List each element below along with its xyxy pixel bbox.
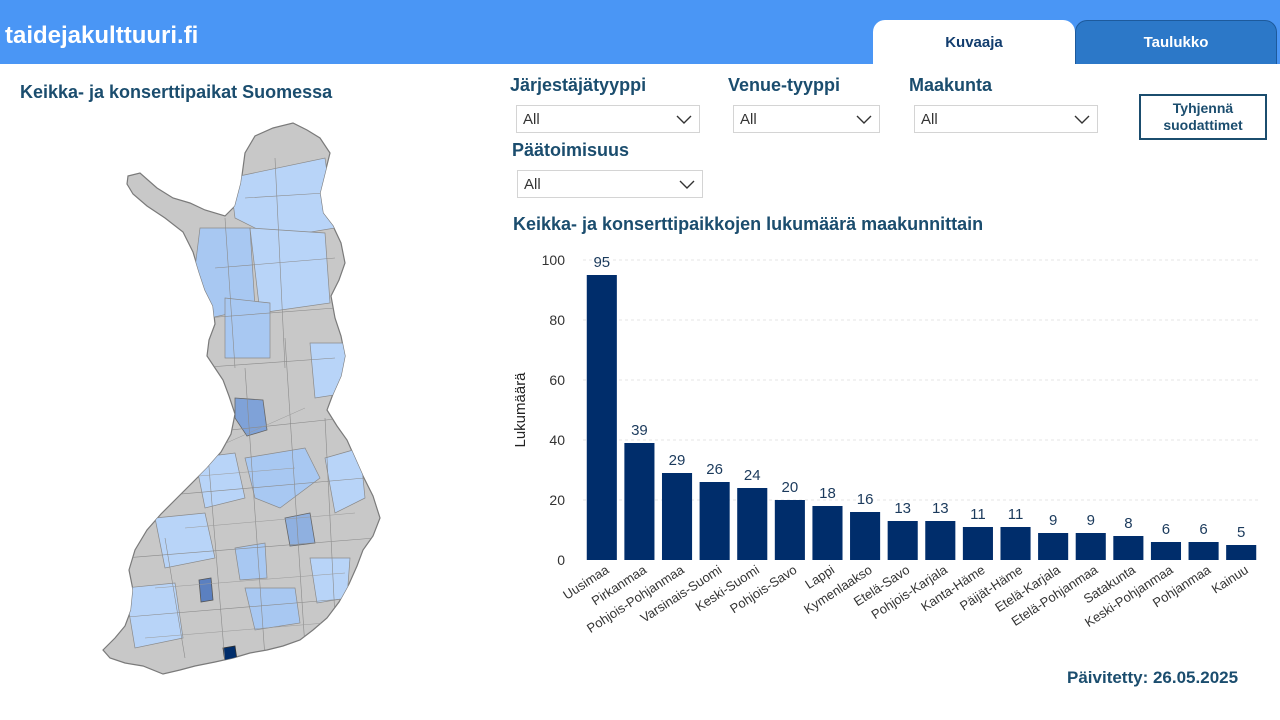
bar-value-label: 29 bbox=[669, 452, 686, 469]
y-tick-label: 0 bbox=[557, 552, 565, 568]
bar bbox=[925, 521, 956, 560]
bar-value-label: 26 bbox=[706, 461, 723, 478]
bar-value-label: 95 bbox=[593, 254, 610, 271]
bar-value-label: 11 bbox=[1008, 506, 1024, 523]
bar-value-label: 8 bbox=[1124, 515, 1132, 532]
venue-type-label: Venue-tyyppi bbox=[728, 75, 841, 95]
bar bbox=[774, 500, 805, 560]
tab-taulukko[interactable]: Taulukko bbox=[1075, 20, 1277, 64]
bar-value-label: 18 bbox=[819, 485, 836, 502]
venue-type-value: All bbox=[740, 111, 757, 128]
chevron-down-icon bbox=[856, 115, 872, 124]
region-value: All bbox=[921, 111, 938, 128]
bar bbox=[699, 482, 730, 560]
bar-value-label: 13 bbox=[932, 500, 949, 517]
bar bbox=[887, 521, 918, 560]
y-tick-label: 40 bbox=[549, 432, 565, 448]
bar-value-label: 13 bbox=[894, 500, 911, 517]
bar bbox=[661, 473, 693, 560]
x-tick-label: Kainuu bbox=[1209, 562, 1251, 597]
bar-value-label: 5 bbox=[1237, 524, 1245, 541]
bar bbox=[1188, 542, 1219, 560]
region-label: Maakunta bbox=[909, 75, 993, 95]
bar bbox=[1226, 545, 1257, 560]
full-time-select[interactable]: All bbox=[517, 170, 703, 198]
bar-value-label: 16 bbox=[857, 491, 874, 508]
bar bbox=[1113, 536, 1144, 560]
chevron-down-icon bbox=[1074, 115, 1090, 124]
bar-chart: 020406080100Lukumäärä95Uusimaa39Pirkanma… bbox=[512, 252, 1260, 636]
site-title: taidejakulttuuri.fi bbox=[5, 22, 199, 49]
bar-value-label: 9 bbox=[1087, 512, 1095, 529]
bar bbox=[1038, 533, 1069, 560]
y-axis-label: Lukumäärä bbox=[512, 372, 529, 448]
chevron-down-icon bbox=[676, 115, 692, 124]
tab-kuvaaja[interactable]: Kuvaaja bbox=[873, 20, 1075, 65]
chevron-down-icon bbox=[679, 180, 695, 189]
y-tick-label: 20 bbox=[549, 492, 565, 508]
clear-filters-button[interactable]: Tyhjennä suodattimet bbox=[1139, 94, 1267, 140]
bar-value-label: 9 bbox=[1049, 512, 1057, 529]
bar bbox=[624, 443, 655, 560]
bar bbox=[1075, 533, 1106, 560]
organizer-type-label: Järjestäjätyyppi bbox=[510, 75, 647, 95]
full-time-label: Päätoimisuus bbox=[512, 140, 630, 160]
venue-type-select[interactable]: All bbox=[733, 105, 880, 133]
y-tick-label: 100 bbox=[542, 252, 566, 268]
bar bbox=[737, 488, 768, 560]
bar-value-label: 24 bbox=[744, 467, 761, 484]
bar bbox=[586, 275, 617, 560]
bar-value-label: 11 bbox=[970, 506, 986, 523]
organizer-type-select[interactable]: All bbox=[516, 105, 700, 133]
bar bbox=[812, 506, 843, 560]
map-title: Keikka- ja konserttipaikat Suomessa bbox=[20, 82, 333, 102]
full-time-value: All bbox=[524, 176, 541, 193]
bar-value-label: 6 bbox=[1199, 521, 1207, 538]
chart-title: Keikka- ja konserttipaikkojen lukumäärä … bbox=[513, 214, 984, 234]
organizer-type-value: All bbox=[523, 111, 540, 128]
bar-value-label: 39 bbox=[631, 422, 648, 439]
municipality-regions[interactable] bbox=[114, 157, 376, 664]
bar-value-label: 20 bbox=[782, 479, 799, 496]
updated-date: Päivitetty: 26.05.2025 bbox=[1067, 668, 1239, 687]
bar bbox=[1150, 542, 1182, 560]
bar bbox=[962, 527, 993, 560]
finland-region-map[interactable] bbox=[95, 118, 385, 678]
y-tick-label: 60 bbox=[549, 372, 565, 388]
region-select[interactable]: All bbox=[914, 105, 1098, 133]
bar-value-label: 6 bbox=[1162, 521, 1170, 538]
bar bbox=[850, 512, 881, 560]
y-tick-label: 80 bbox=[549, 312, 565, 328]
bar bbox=[1000, 527, 1031, 560]
